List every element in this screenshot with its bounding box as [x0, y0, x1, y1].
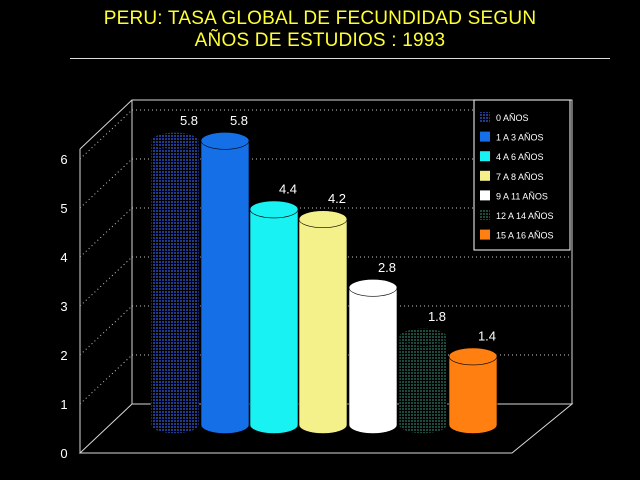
y-tick-label: 2 — [60, 348, 67, 363]
legend-label: 9 A 11 AÑOS — [496, 191, 548, 201]
gridline-left — [79, 109, 133, 160]
bar-body — [398, 336, 448, 434]
bar-body — [348, 287, 398, 434]
legend-swatch — [480, 210, 490, 220]
gridline-left — [79, 207, 133, 258]
y-tick-label: 1 — [60, 397, 67, 412]
legend-swatch — [480, 229, 490, 240]
bar: 5.8 — [150, 113, 200, 434]
data-label: 5.8 — [180, 113, 198, 128]
chart-title-line-2: AÑOS DE ESTUDIOS : 1993 — [194, 30, 446, 51]
bar: 2.8 — [348, 260, 398, 434]
y-tick-label: 4 — [60, 250, 67, 265]
data-label: 4.4 — [279, 181, 297, 196]
gridline-left — [79, 305, 133, 356]
gridline-left — [79, 354, 133, 405]
bar-body — [150, 140, 200, 434]
legend-label: 1 A 3 AÑOS — [496, 133, 544, 143]
data-label: 2.8 — [378, 260, 396, 275]
bar-cap — [298, 210, 348, 228]
legend-swatch — [480, 151, 490, 162]
bar-body — [249, 209, 299, 434]
bar-cap — [448, 347, 498, 366]
bar-body — [298, 218, 348, 434]
legend-label: 15 A 16 AÑOS — [496, 231, 554, 241]
legend: 0 AÑOS 1 A 3 AÑOS 4 A 6 AÑOS 7 A 8 AÑOS 9 A … — [473, 99, 571, 251]
bars: 5.8 5.8 4.4 4.2 2.8 1.8 1.4 — [150, 113, 498, 434]
bar: 4.4 — [249, 181, 299, 434]
bar: 1.4 — [448, 328, 498, 434]
chart-title-line-1: PERU: TASA GLOBAL DE FECUNDIDAD SEGUN — [103, 8, 537, 29]
bar-cap — [348, 278, 398, 297]
bar-cap — [398, 327, 448, 346]
y-tick-label: 6 — [60, 152, 67, 167]
title-divider — [70, 58, 610, 59]
y-tick-label: 0 — [60, 446, 67, 461]
bar-body — [448, 356, 498, 434]
bar-body — [200, 140, 250, 434]
bar-cap — [249, 200, 299, 219]
bar-cap — [200, 132, 250, 150]
bar: 4.2 — [298, 191, 348, 434]
data-label: 5.8 — [230, 113, 248, 128]
legend-swatch — [480, 131, 490, 142]
bar: 5.8 — [200, 113, 250, 434]
gridline-left — [79, 256, 133, 307]
chart-title: PERU: TASA GLOBAL DE FECUNDIDAD SEGUN AÑ… — [0, 8, 640, 52]
data-label: 1.8 — [428, 309, 446, 324]
left-wall-top-edge — [79, 99, 133, 150]
data-label: 4.2 — [328, 191, 346, 206]
legend-swatch — [480, 190, 490, 201]
legend-label: 0 AÑOS — [496, 113, 529, 123]
y-tick-label: 3 — [60, 299, 67, 314]
legend-label: 4 A 6 AÑOS — [496, 152, 544, 162]
legend-label: 7 A 8 AÑOS — [496, 172, 544, 182]
legend-swatch — [480, 170, 490, 181]
y-tick-label: 5 — [60, 201, 67, 216]
data-label: 1.4 — [478, 328, 496, 343]
legend-swatch — [480, 112, 490, 122]
bar-cap — [150, 132, 200, 150]
legend-label: 12 A 14 AÑOS — [496, 211, 554, 221]
bar: 1.8 — [398, 309, 448, 434]
gridline-left — [79, 158, 133, 209]
